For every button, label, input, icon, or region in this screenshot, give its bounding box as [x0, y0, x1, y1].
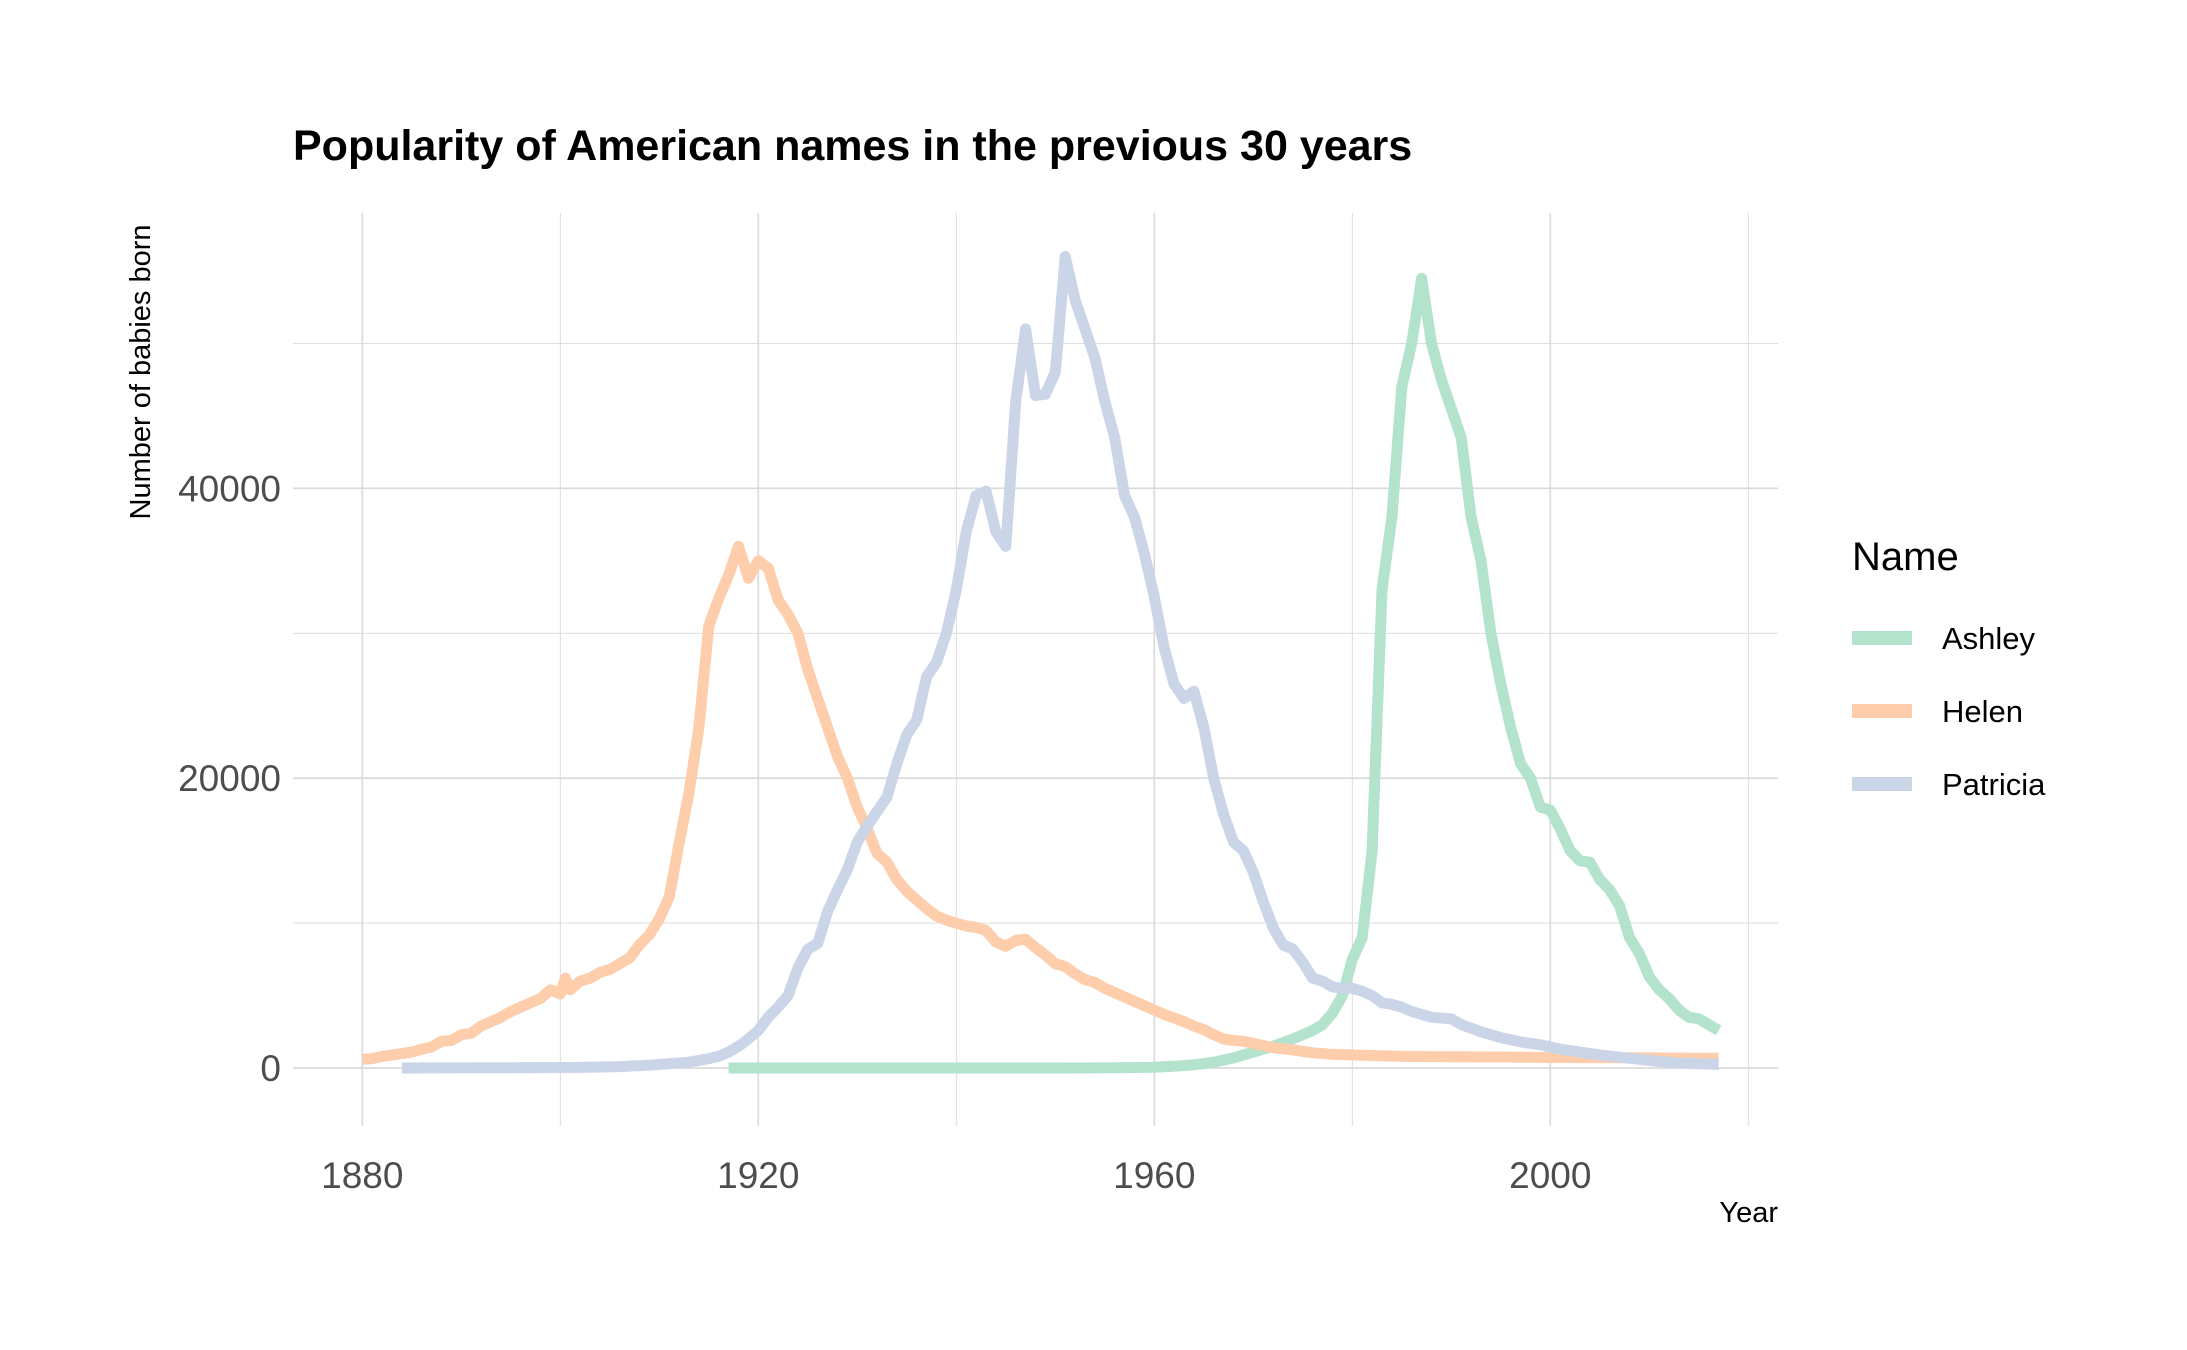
legend-title: Name	[1852, 535, 1959, 579]
series-line-patricia	[401, 251, 1719, 1074]
series-lines	[361, 251, 1722, 1074]
y-axis-ticks: 0 20000 40000	[178, 468, 281, 1089]
series-line-ashley	[728, 272, 1722, 1074]
y-tick-label: 20000	[178, 758, 281, 799]
chart-title: Popularity of American names in the prev…	[293, 122, 1412, 170]
x-tick-label: 1920	[717, 1155, 799, 1196]
y-tick-label: 40000	[178, 468, 281, 509]
x-tick-label: 1960	[1113, 1155, 1195, 1196]
y-axis-title: Number of babies born	[125, 225, 157, 520]
legend: Ashley Helen Patricia	[1852, 621, 2046, 802]
x-axis-ticks: 1880 1920 1960 2000	[321, 1155, 1591, 1196]
x-tick-label: 1880	[321, 1155, 403, 1196]
series-line-helen	[361, 540, 1719, 1065]
legend-label-ashley: Ashley	[1942, 621, 2036, 656]
x-axis-title: Year	[1719, 1197, 1778, 1229]
legend-label-patricia: Patricia	[1942, 767, 2046, 802]
y-tick-label: 0	[260, 1048, 281, 1089]
legend-label-helen: Helen	[1942, 694, 2023, 729]
x-tick-label: 2000	[1509, 1155, 1591, 1196]
grid-lines	[293, 213, 1778, 1126]
